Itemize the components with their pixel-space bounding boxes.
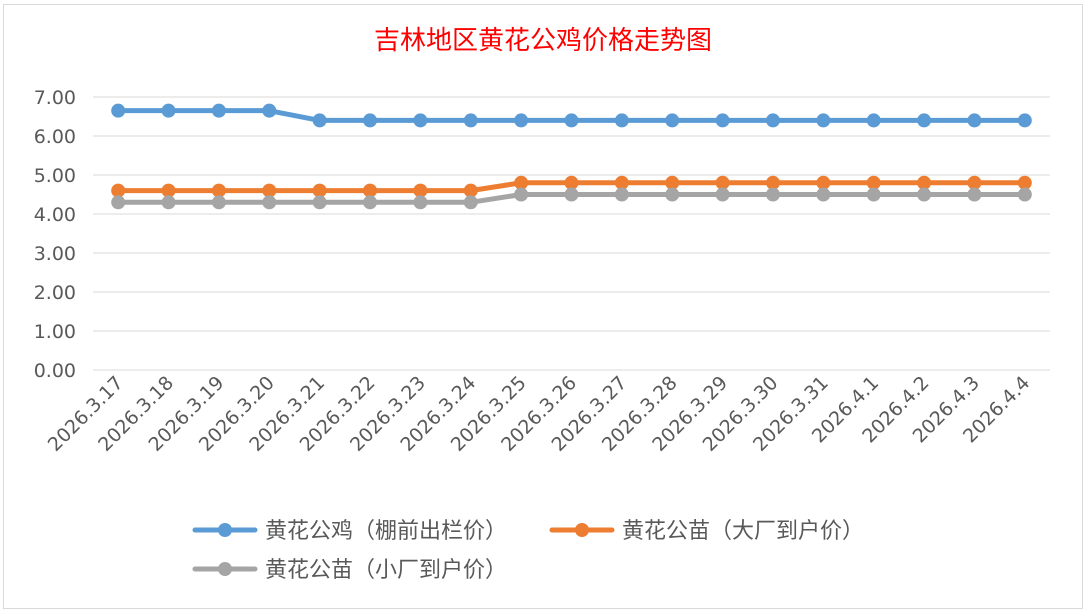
data-point-series-1 [211, 103, 226, 118]
data-point-series-2 [866, 175, 881, 190]
y-tick-label: 6.00 [34, 126, 76, 148]
data-point-series-3 [262, 195, 277, 210]
data-point-series-2 [917, 175, 932, 190]
data-point-series-1 [161, 103, 176, 118]
data-point-series-2 [211, 183, 226, 198]
data-point-series-2 [363, 183, 378, 198]
data-point-series-1 [816, 113, 831, 128]
chart-title: 吉林地区黄花公鸡价格走势图 [374, 26, 712, 56]
data-point-series-1 [312, 113, 327, 128]
data-point-series-1 [614, 113, 629, 128]
data-point-series-1 [363, 113, 378, 128]
data-point-series-3 [665, 187, 680, 202]
data-point-series-2 [262, 183, 277, 198]
chart-border [3, 4, 1083, 609]
data-point-series-2 [413, 183, 428, 198]
y-tick-label: 3.00 [34, 243, 76, 265]
data-point-series-1 [866, 113, 881, 128]
data-point-series-1 [111, 103, 126, 118]
data-point-series-1 [967, 113, 982, 128]
data-point-series-1 [917, 113, 932, 128]
data-point-series-1 [665, 113, 680, 128]
data-point-series-2 [765, 175, 780, 190]
data-point-series-2 [161, 183, 176, 198]
y-tick-label: 2.00 [34, 282, 76, 304]
data-point-series-1 [1017, 113, 1032, 128]
data-point-series-2 [1017, 175, 1032, 190]
legend-label: 黄花公苗（小厂到户价） [265, 558, 507, 583]
data-point-series-2 [514, 175, 529, 190]
data-point-series-1 [715, 113, 730, 128]
data-point-series-1 [413, 113, 428, 128]
data-point-series-3 [917, 187, 932, 202]
data-point-series-3 [614, 187, 629, 202]
data-point-series-3 [161, 195, 176, 210]
legend-label: 黄花公苗（大厂到户价） [622, 519, 864, 544]
y-tick-label: 4.00 [34, 204, 76, 226]
data-point-series-2 [614, 175, 629, 190]
data-point-series-3 [312, 195, 327, 210]
data-point-series-2 [463, 183, 478, 198]
data-point-series-3 [463, 195, 478, 210]
y-tick-label: 5.00 [34, 165, 76, 187]
data-point-series-3 [1017, 187, 1032, 202]
data-point-series-3 [765, 187, 780, 202]
legend-swatch-marker [575, 523, 589, 537]
data-point-series-3 [514, 187, 529, 202]
data-point-series-1 [765, 113, 780, 128]
data-point-series-2 [564, 175, 579, 190]
data-point-series-3 [715, 187, 730, 202]
data-point-series-3 [967, 187, 982, 202]
y-tick-label: 0.00 [34, 360, 76, 382]
legend-swatch-marker [218, 523, 232, 537]
y-axis-tick-labels: 0.00 1.00 2.00 3.00 4.00 5.00 6.00 7.00 [34, 87, 76, 382]
y-tick-label: 1.00 [34, 321, 76, 343]
data-point-series-2 [111, 183, 126, 198]
legend-label: 黄花公鸡（棚前出栏价） [265, 519, 507, 544]
data-point-series-3 [211, 195, 226, 210]
data-point-series-1 [564, 113, 579, 128]
data-point-series-2 [967, 175, 982, 190]
gridlines [93, 96, 1050, 371]
data-point-series-2 [312, 183, 327, 198]
data-point-series-3 [816, 187, 831, 202]
data-point-series-3 [564, 187, 579, 202]
y-tick-label: 7.00 [34, 87, 76, 109]
data-point-series-1 [514, 113, 529, 128]
data-point-series-2 [715, 175, 730, 190]
data-point-series-1 [463, 113, 478, 128]
data-point-series-3 [363, 195, 378, 210]
data-point-series-3 [866, 187, 881, 202]
legend: 黄花公鸡（棚前出栏价） 黄花公苗（大厂到户价） 黄花公苗（小厂到户价） [192, 519, 864, 583]
data-point-series-2 [816, 175, 831, 190]
series-markers [111, 103, 1032, 210]
data-point-series-3 [413, 195, 428, 210]
data-point-series-2 [665, 175, 680, 190]
legend-swatch-marker [218, 562, 232, 576]
data-point-series-3 [111, 195, 126, 210]
data-point-series-1 [262, 103, 277, 118]
